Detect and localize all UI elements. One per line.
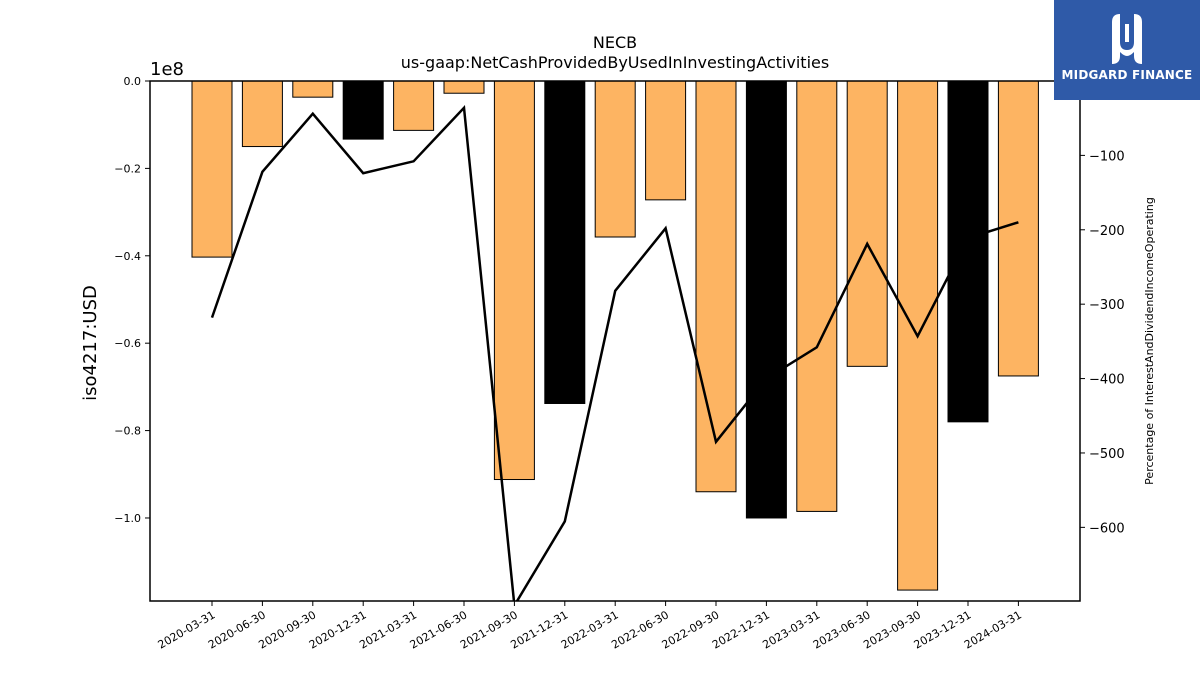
y-tick-label: −0.2 (114, 162, 141, 175)
bar-2023-06-30 (846, 80, 888, 367)
logo-text: MIDGARD FINANCE (1061, 68, 1193, 82)
y-tick-label: −1.0 (114, 512, 141, 525)
y-scale-label: 1e8 (150, 59, 184, 80)
y2-axis-label: Percentage of InterestAndDividendIncomeO… (1143, 197, 1156, 485)
y-axis-ticks: 0.0 −0.2 −0.4 −0.6 −0.8 −1.0 (114, 75, 150, 525)
y2-tick-label: −600 (1089, 521, 1125, 536)
bar-2020-09-30 (292, 80, 334, 98)
bars-layer (191, 80, 1039, 591)
bar-2020-03-31 (191, 80, 233, 258)
bar-2023-03-31 (796, 80, 838, 512)
brand-logo: MIDGARD FINANCE (1054, 0, 1200, 100)
y-tick-label: −0.4 (114, 250, 141, 263)
chart-title: NECB (593, 33, 637, 52)
bar-2022-03-31 (594, 80, 636, 238)
x-axis-ticks: 2020-03-312020-06-302020-09-302020-12-31… (156, 601, 1024, 652)
bar-2021-03-31 (393, 80, 435, 131)
y2-tick-label: −500 (1089, 447, 1125, 462)
bar-2022-12-31 (745, 80, 787, 519)
bar-2024-03-31 (997, 80, 1039, 377)
logo-mark-icon (1112, 14, 1142, 64)
y2-tick-label: −100 (1089, 149, 1125, 164)
bar-2021-06-30 (443, 80, 485, 94)
y2-tick-label: −200 (1089, 224, 1125, 239)
line-series (210, 104, 1019, 601)
y-tick-label: 0.0 (124, 75, 142, 88)
bar-2023-12-31 (947, 80, 989, 423)
y-axis-label: iso4217:USD (80, 285, 101, 401)
y2-tick-label: −400 (1089, 373, 1125, 388)
bar-2022-09-30 (695, 80, 737, 493)
line-layer (210, 104, 1019, 601)
bar-2022-06-30 (645, 80, 687, 201)
y-tick-label: −0.8 (114, 425, 141, 438)
y-tick-label: −0.6 (114, 337, 141, 350)
chart-subtitle: us-gaap:NetCashProvidedByUsedInInvesting… (401, 53, 829, 72)
y2-axis-ticks: −100 −200 −300 −400 −500 −600 (1080, 149, 1125, 536)
y2-tick-label: −300 (1089, 298, 1125, 313)
bar-2021-12-31 (544, 80, 586, 404)
x-tick-label: 2024-03-31 (962, 608, 1024, 651)
bar-2021-09-30 (493, 80, 535, 481)
bar-2020-12-31 (342, 80, 384, 140)
bar-2020-06-30 (241, 80, 283, 148)
